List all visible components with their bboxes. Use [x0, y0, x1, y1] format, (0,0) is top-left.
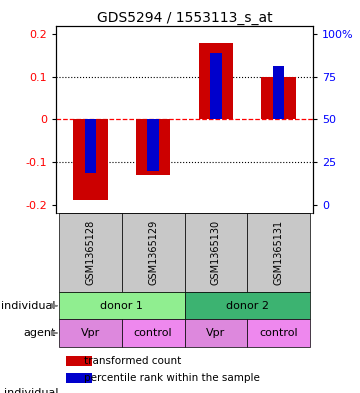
Text: agent: agent [23, 328, 56, 338]
Text: donor 2: donor 2 [226, 301, 269, 311]
Bar [59, 320, 122, 347]
Text: GSM1365131: GSM1365131 [274, 220, 284, 285]
Bar [185, 292, 310, 320]
Bar [199, 42, 233, 119]
Text: individual: individual [1, 301, 56, 311]
Bar [185, 213, 247, 292]
Text: control: control [134, 328, 172, 338]
Bar [247, 320, 310, 347]
Text: GSM1365128: GSM1365128 [85, 220, 95, 285]
Bar [210, 53, 221, 119]
Bar [85, 119, 96, 173]
Bar [136, 119, 170, 175]
Bar [273, 66, 284, 119]
Bar [122, 213, 185, 292]
Text: transformed count: transformed count [84, 356, 181, 366]
Text: individual: individual [4, 388, 58, 393]
Bar [59, 213, 122, 292]
Text: percentile rank within the sample: percentile rank within the sample [84, 373, 260, 383]
Text: Vpr: Vpr [81, 328, 100, 338]
Bar [185, 320, 247, 347]
Bar [261, 77, 296, 119]
Bar [122, 320, 185, 347]
Text: Vpr: Vpr [206, 328, 225, 338]
Title: GDS5294 / 1553113_s_at: GDS5294 / 1553113_s_at [97, 11, 272, 24]
Bar [66, 356, 91, 366]
Bar [247, 213, 310, 292]
Text: donor 1: donor 1 [100, 301, 143, 311]
Text: GSM1365130: GSM1365130 [211, 220, 221, 285]
Bar [148, 119, 159, 171]
Text: GSM1365129: GSM1365129 [148, 220, 158, 285]
Bar [59, 292, 185, 320]
Text: control: control [259, 328, 298, 338]
Bar [66, 373, 91, 383]
Bar [73, 119, 108, 200]
